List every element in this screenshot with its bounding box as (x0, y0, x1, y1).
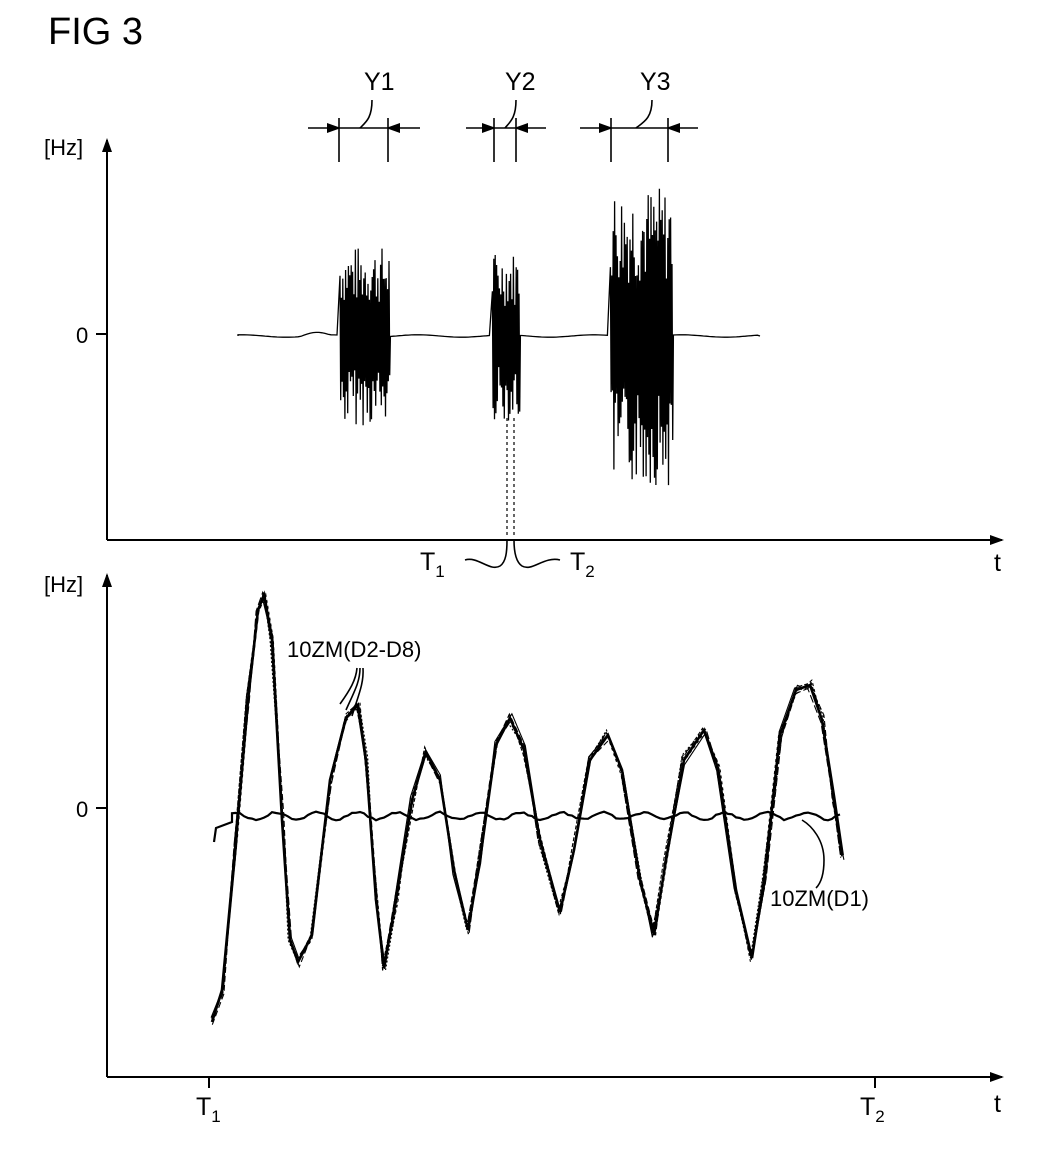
interval-y2-marker: Y2 (466, 68, 546, 162)
interval-y3-label: Y3 (640, 68, 671, 96)
top-t1-label: T1 (420, 548, 445, 581)
top-x-axis-label: t (994, 549, 1001, 577)
label-10zm-d1: 10ZM(D1) (770, 886, 869, 911)
leader-10zm-d1 (802, 820, 824, 888)
top-y-unit-label: [Hz] (44, 135, 83, 160)
bottom-t2-label: T2 (860, 1093, 885, 1126)
interval-y1-marker: Y1 (308, 68, 420, 162)
top-signal-trace (238, 189, 760, 485)
interval-y1-label: Y1 (364, 68, 395, 96)
interval-y3-marker: Y3 (580, 68, 698, 162)
curve-d1 (214, 812, 840, 842)
interval-y2-label: Y2 (505, 68, 536, 96)
t1-brace (465, 540, 507, 567)
bottom-x-axis-label: t (994, 1090, 1001, 1118)
bottom-panel: [Hz] 0 t T1 T2 10ZM(D2-D8) 10ZM(D1) (44, 572, 1002, 1126)
bottom-zero-label: 0 (76, 797, 88, 822)
top-zero-label: 0 (76, 323, 88, 348)
figure-title: FIG 3 (48, 11, 143, 53)
label-10zm-d2-d8: 10ZM(D2-D8) (287, 637, 421, 662)
t2-brace (514, 540, 560, 567)
top-t2-label: T2 (570, 548, 595, 581)
bottom-t1-label: T1 (196, 1093, 221, 1126)
bottom-y-unit-label: [Hz] (44, 572, 83, 597)
top-panel: [Hz] 0 t Y1 Y2 Y3 (44, 68, 1002, 581)
